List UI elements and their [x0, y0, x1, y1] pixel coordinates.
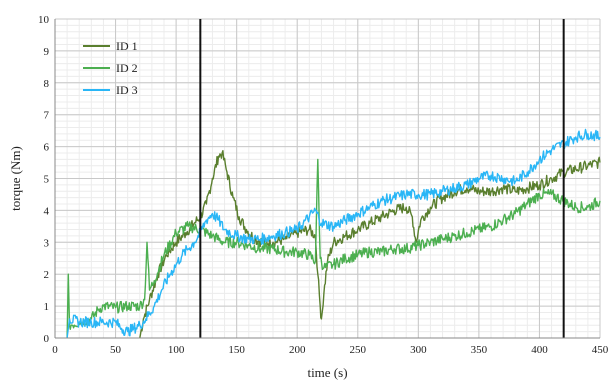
y-tick-label: 7: [44, 110, 50, 122]
y-tick-label: 10: [38, 14, 50, 26]
x-tick-label: 300: [410, 344, 427, 356]
y-tick-label: 0: [44, 333, 50, 345]
x-tick-label: 250: [350, 344, 367, 356]
y-tick-label: 5: [44, 174, 50, 186]
y-tick-label: 1: [44, 301, 50, 313]
x-tick-label: 350: [471, 344, 488, 356]
x-tick-label: 100: [168, 344, 185, 356]
x-tick-label: 50: [110, 344, 122, 356]
series-line-1: [139, 150, 601, 339]
x-tick-label: 450: [592, 344, 609, 356]
series-line-3: [66, 128, 601, 339]
y-tick-label: 3: [44, 237, 50, 249]
y-tick-label: 9: [44, 46, 50, 58]
legend-label-3: ID 3: [116, 83, 138, 97]
series-line-2: [66, 158, 601, 339]
axes: [54, 19, 600, 339]
tick-labels: 0 50 100 150 200 250 300 350 400 450 0 1 2 3 4 5 6 7 8 9 10: [38, 14, 609, 356]
legend-label-1: ID 1: [116, 39, 138, 53]
x-tick-label: 200: [289, 344, 306, 356]
y-tick-label: 2: [44, 269, 50, 281]
legend-label-2: ID 2: [116, 61, 138, 75]
x-tick-label: 0: [52, 344, 58, 356]
legend: ID 1 ID 2 ID 3: [83, 39, 138, 97]
marker-lines: [199, 19, 565, 338]
y-tick-label: 4: [44, 205, 50, 217]
x-axis-label: time (s): [307, 365, 347, 380]
x-tick-label: 400: [531, 344, 548, 356]
y-tick-label: 8: [44, 78, 50, 90]
x-tick-label: 150: [228, 344, 245, 356]
series-layer: [66, 128, 601, 339]
y-tick-label: 6: [44, 142, 50, 154]
y-axis-label: torque (Nm): [8, 146, 23, 211]
